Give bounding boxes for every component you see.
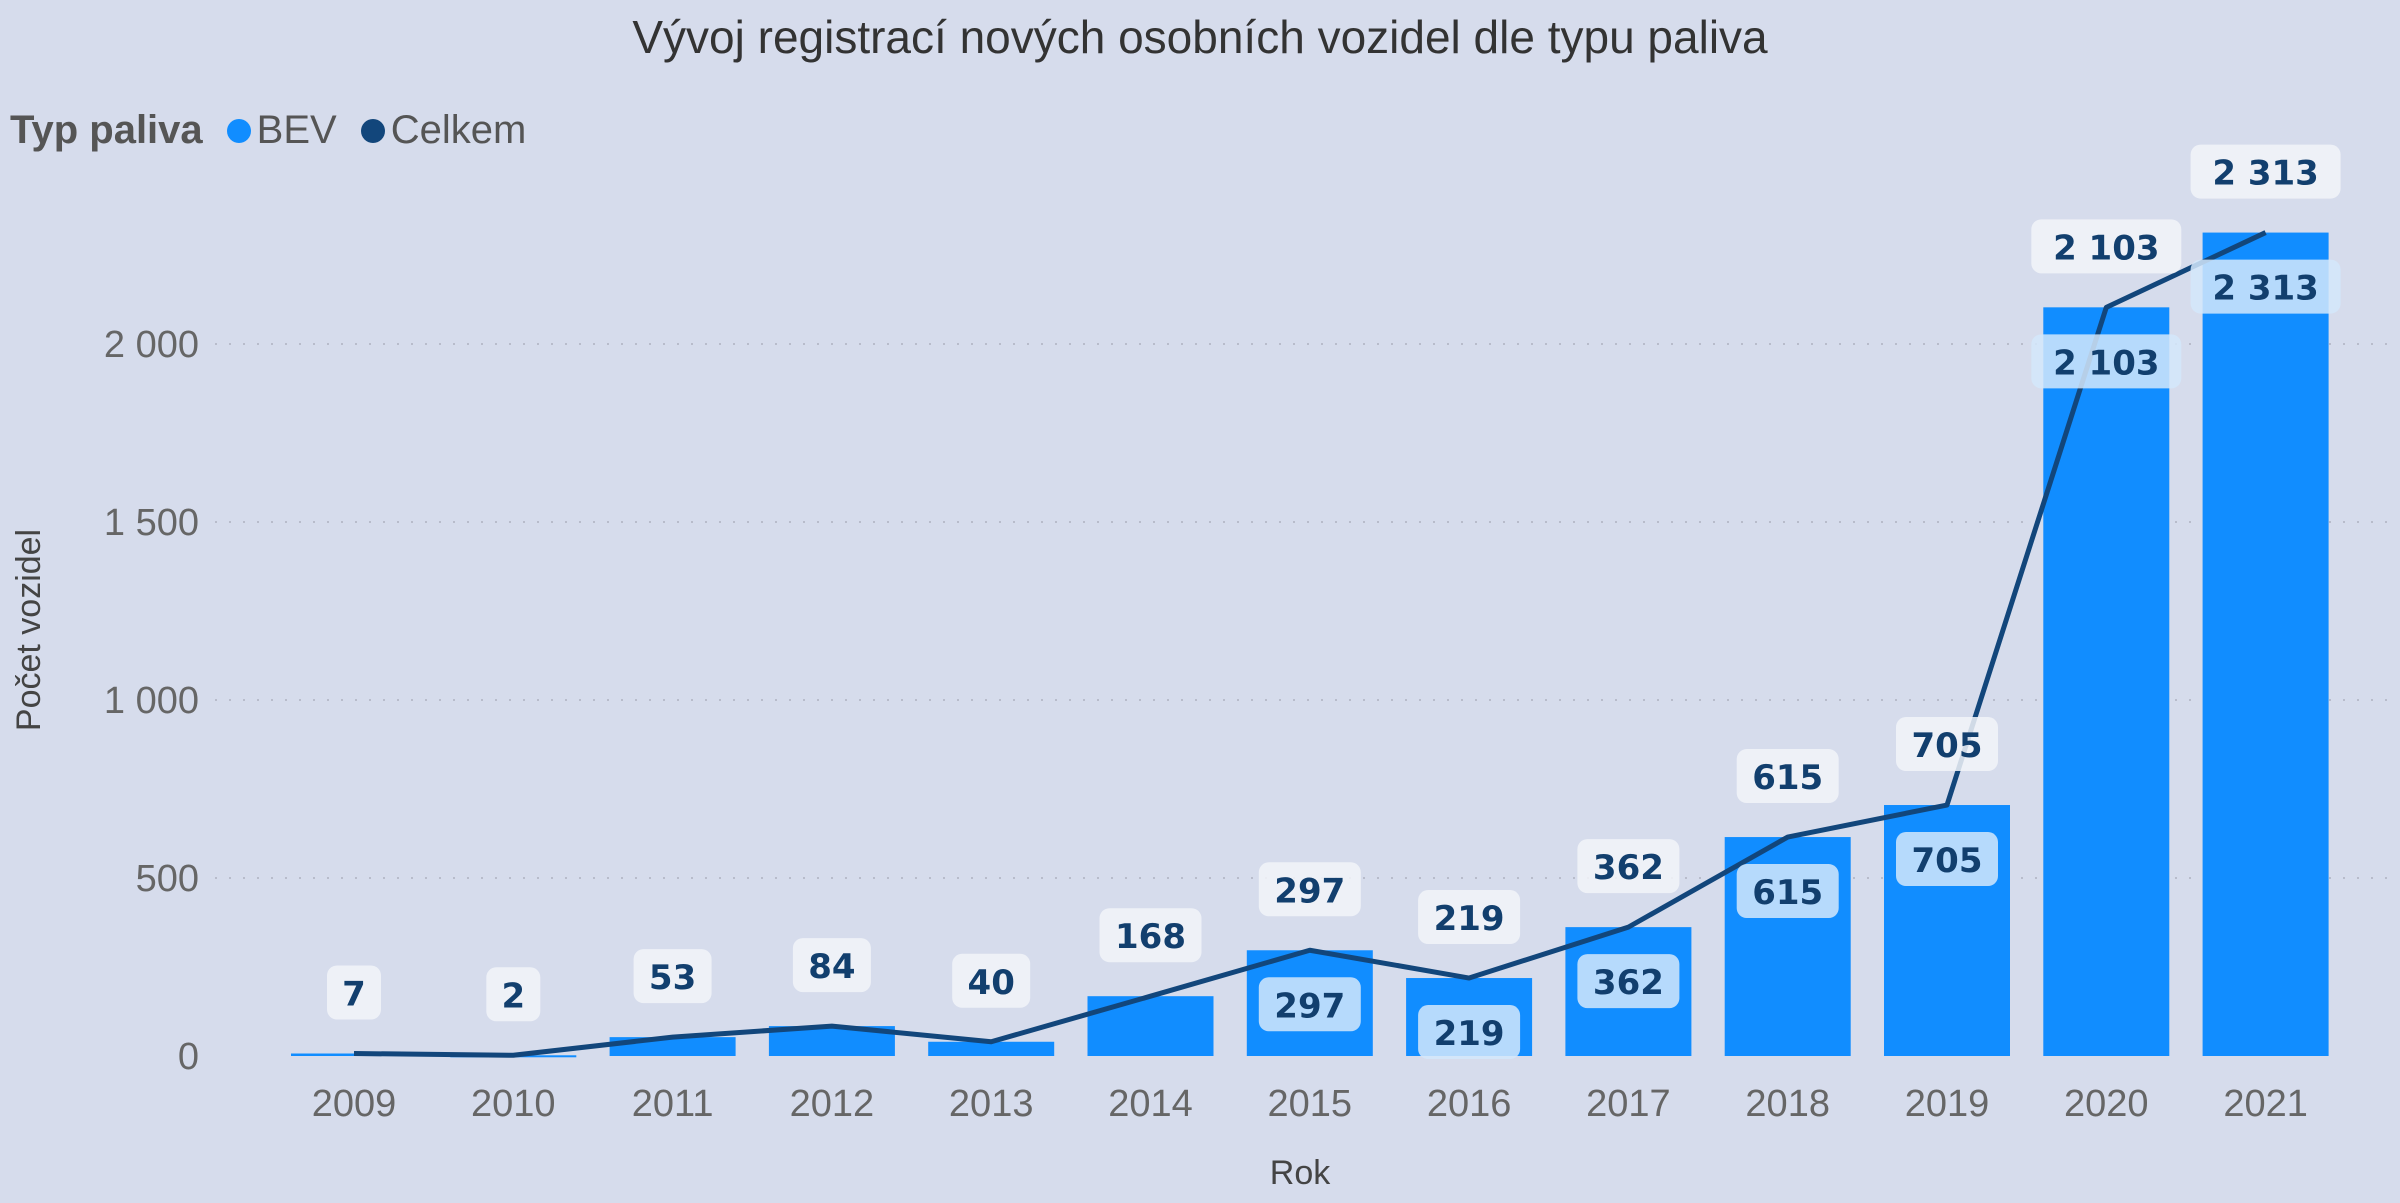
- x-tick-label: 2015: [1268, 1083, 1353, 1125]
- bev-data-label: 219: [1434, 1014, 1505, 1054]
- celkem-data-label-bg: [1418, 890, 1521, 945]
- x-tick-label: 2013: [949, 1083, 1034, 1125]
- celkem-data-label-bg: [1736, 749, 1839, 804]
- bev-data-label: 615: [1752, 873, 1823, 913]
- legend-label-celkem: Celkem: [390, 108, 527, 152]
- celkem-data-label: 7: [342, 975, 366, 1015]
- legend-item-celkem[interactable]: Celkem: [360, 108, 527, 153]
- celkem-data-label-bg: [2190, 144, 2341, 199]
- y-tick-label: 0: [178, 1036, 199, 1078]
- celkem-data-label: 168: [1115, 917, 1186, 957]
- celkem-data-label: 705: [1912, 726, 1983, 766]
- y-axis-title: Počet vozidel: [10, 529, 48, 731]
- celkem-data-label-bg: [952, 953, 1031, 1008]
- x-tick-label: 2012: [790, 1083, 875, 1125]
- celkem-data-label-bg: [327, 965, 381, 1020]
- celkem-data-label: 615: [1752, 758, 1823, 798]
- bev-data-label: 297: [1274, 986, 1345, 1026]
- celkem-data-label: 2 313: [2212, 154, 2318, 194]
- legend-title: Typ paliva: [10, 108, 203, 152]
- celkem-data-label-bg: [633, 949, 712, 1004]
- x-tick-label: 2009: [312, 1083, 397, 1125]
- bev-data-label-bg: [1577, 954, 1680, 1009]
- celkem-data-label-bg: [1258, 862, 1361, 917]
- celkem-data-label: 2 103: [2053, 228, 2159, 268]
- y-tick-label: 2 000: [104, 324, 199, 366]
- celkem-data-label-bg: [1099, 908, 1202, 963]
- x-tick-label: 2011: [632, 1083, 714, 1125]
- celkem-data-label: 84: [808, 947, 855, 987]
- celkem-data-label-bg: [486, 967, 541, 1022]
- celkem-data-label: 40: [968, 963, 1015, 1003]
- bar-2013: [928, 1041, 1055, 1056]
- legend-item-bev[interactable]: BEV: [226, 108, 337, 153]
- bev-data-label: 2 103: [2053, 343, 2159, 383]
- legend-dot-celkem: [360, 118, 385, 143]
- x-tick-label: 2017: [1586, 1083, 1671, 1125]
- bev-data-label-bg: [1736, 864, 1839, 919]
- x-tick-label: 2020: [2064, 1083, 2149, 1125]
- y-tick-label: 1 000: [104, 680, 199, 722]
- chart-title: Vývoj registrací nových osobních vozidel…: [632, 11, 1768, 63]
- bar-2014: [1087, 996, 1214, 1056]
- legend-label-bev: BEV: [256, 108, 337, 152]
- x-tick-label: 2010: [471, 1083, 556, 1125]
- celkem-data-label-bg: [2031, 219, 2182, 274]
- legend-dot-bev: [226, 118, 251, 143]
- celkem-data-label: 53: [649, 958, 696, 998]
- celkem-data-label: 297: [1274, 871, 1345, 911]
- x-tick-label: 2016: [1427, 1083, 1512, 1125]
- legend: Typ paliva BEV Celkem: [10, 108, 540, 153]
- celkem-data-label-bg: [1577, 839, 1680, 894]
- x-axis-title: Rok: [1270, 1154, 1331, 1192]
- bev-data-label: 705: [1912, 841, 1983, 881]
- bar-2020: [2043, 307, 2170, 1056]
- celkem-data-label: 362: [1593, 848, 1664, 888]
- bev-data-label: 2 313: [2212, 269, 2318, 309]
- bar-2021: [2202, 232, 2329, 1056]
- bev-data-label: 362: [1593, 963, 1664, 1003]
- bev-data-label-bg: [1896, 832, 1998, 887]
- x-tick-label: 2018: [1745, 1083, 1830, 1125]
- y-tick-label: 1 500: [104, 502, 199, 544]
- x-tick-label: 2014: [1108, 1083, 1193, 1125]
- bev-data-label-bg: [2190, 259, 2341, 314]
- x-tick-label: 2019: [1905, 1083, 1990, 1125]
- bev-data-label-bg: [2031, 334, 2182, 389]
- celkem-data-label: 2: [501, 976, 525, 1016]
- celkem-data-label-bg: [1896, 717, 1998, 772]
- celkem-data-label-bg: [792, 938, 871, 993]
- y-tick-label: 500: [136, 858, 199, 900]
- x-tick-label: 2021: [2223, 1083, 2308, 1125]
- line-celkem: [353, 230, 2267, 1058]
- celkem-data-label: 219: [1434, 899, 1505, 939]
- bev-data-label-bg: [1418, 1005, 1521, 1060]
- bev-data-label-bg: [1258, 977, 1361, 1032]
